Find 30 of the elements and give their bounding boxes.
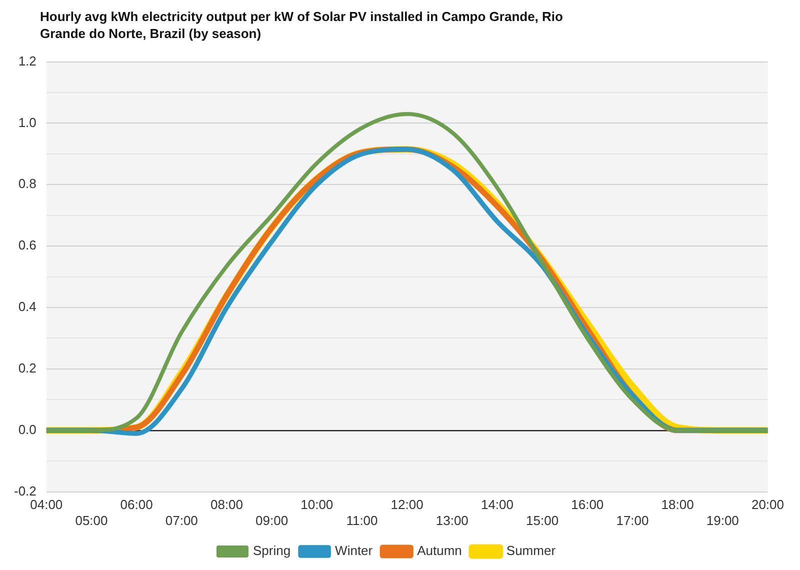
y-tick-label: 0.0	[18, 422, 36, 437]
y-tick-label: 1.2	[18, 53, 36, 68]
x-tick-label: 10:00	[300, 497, 334, 512]
legend-label: Winter	[335, 543, 374, 558]
legend-label: Spring	[252, 543, 291, 558]
x-tick-label: 20:00	[751, 497, 784, 512]
x-tick-label: 05:00	[75, 512, 108, 528]
y-tick-label: -0.2	[14, 483, 36, 498]
legend-label: Summer	[506, 543, 556, 558]
x-tick-label: 11:00	[346, 512, 378, 528]
chart-title: Hourly avg kWh electricity output per kW of Solar PV installed in Campo Grande, Rio Grande do Norte, Brazil (by season)	[40, 8, 564, 42]
x-tick-label: 08:00	[210, 497, 244, 512]
x-tick-label: 07:00	[165, 512, 198, 528]
y-tick-label: 1.0	[18, 114, 36, 130]
x-tick-label: 14:00	[480, 497, 514, 512]
x-tick-label: 13:00	[436, 512, 468, 528]
x-tick-label: 06:00	[120, 497, 153, 512]
x-tick-label: 19:00	[706, 512, 739, 528]
x-tick-label: 12:00	[390, 497, 424, 512]
x-tick-label: 18:00	[661, 497, 694, 512]
y-tick-label: 0.2	[18, 360, 36, 376]
x-tick-label: 09:00	[256, 512, 288, 528]
x-tick-label: 15:00	[526, 512, 559, 528]
y-tick-label: 0.6	[18, 238, 36, 253]
y-tick-label: 0.4	[18, 299, 36, 314]
x-tick-label: 04:00	[30, 497, 63, 512]
x-tick-label: 16:00	[571, 497, 604, 512]
legend-label: Autumn	[417, 543, 462, 558]
x-tick-label: 17:00	[616, 512, 649, 528]
y-tick-label: 0.8	[18, 176, 36, 192]
